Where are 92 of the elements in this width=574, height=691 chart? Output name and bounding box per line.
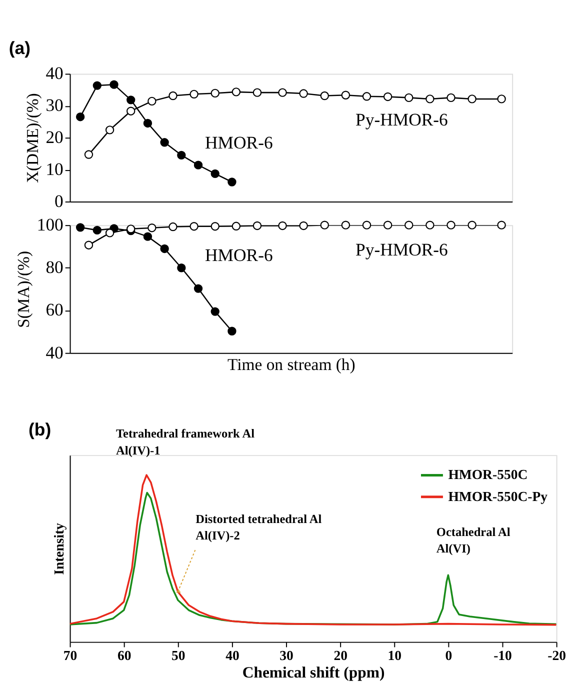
- point: [126, 106, 136, 116]
- point: [92, 226, 102, 235]
- x-tick-label: 10: [388, 648, 402, 664]
- y-tick-label: 0: [54, 190, 64, 211]
- point: [210, 88, 220, 98]
- text: (b): [28, 419, 52, 440]
- point: [168, 91, 178, 100]
- legend-label: HMOR-550C-Py: [448, 488, 548, 504]
- x-tick-label: 60: [117, 648, 132, 664]
- point: [362, 220, 372, 230]
- point: [84, 240, 94, 250]
- point: [160, 244, 169, 254]
- point: [148, 224, 156, 232]
- point: [278, 221, 287, 230]
- point: [84, 150, 94, 159]
- point: [468, 94, 476, 104]
- y-tick-label: 100: [36, 214, 64, 234]
- point: [228, 178, 236, 186]
- point: [299, 221, 308, 230]
- y-tick-label: 40: [46, 342, 64, 362]
- point: [278, 88, 287, 97]
- point: [76, 223, 85, 232]
- x-tick-label: 20: [334, 648, 348, 664]
- y-tick-label: 60: [46, 300, 64, 320]
- point: [497, 220, 506, 230]
- point: [210, 222, 220, 231]
- y-tick-label: 30: [46, 95, 64, 116]
- point: [320, 220, 329, 230]
- point: [232, 88, 241, 96]
- point: [105, 126, 114, 134]
- x-tick-label: 0: [445, 648, 452, 664]
- point: [76, 112, 85, 122]
- point: [105, 228, 114, 238]
- point: [177, 264, 186, 272]
- point: [92, 81, 102, 90]
- legend-label: HMOR-550C: [448, 467, 528, 482]
- point: [383, 92, 392, 102]
- x-tick-label: -20: [548, 648, 566, 664]
- point: [252, 221, 262, 230]
- point: [320, 91, 329, 100]
- point: [143, 118, 152, 128]
- y-tick-label: 10: [46, 158, 64, 179]
- point: [446, 93, 456, 102]
- point: [468, 220, 476, 230]
- x-tick-label: 40: [226, 648, 240, 664]
- point: [210, 307, 220, 316]
- annotation: Distorted tetrahedral Al Al(IV)-2: [196, 512, 322, 543]
- point: [160, 138, 169, 147]
- x-tick-label: 70: [63, 648, 78, 664]
- point: [190, 222, 198, 231]
- y-axis-title: Intensity: [51, 522, 66, 575]
- point: [143, 232, 152, 241]
- point: [383, 220, 392, 230]
- x-axis-title: Time on stream (h): [228, 355, 356, 374]
- point: [404, 93, 414, 102]
- point: [177, 150, 186, 160]
- point: [110, 80, 118, 89]
- point: [341, 90, 350, 100]
- series-label: Py-HMOR-6: [356, 240, 448, 260]
- x-axis-title: Chemical shift (ppm): [242, 664, 385, 682]
- y-axis-title: S(MA)/(%): [14, 250, 33, 328]
- point: [341, 220, 350, 230]
- point: [148, 96, 156, 106]
- point: [194, 160, 203, 170]
- point: [252, 88, 262, 97]
- point: [446, 220, 456, 230]
- text: (a): [8, 38, 31, 58]
- y-axis-title: X(DME)/(%): [22, 93, 42, 184]
- x-tick-label: -10: [494, 648, 512, 664]
- series-label: Py-HMOR-6: [356, 110, 448, 130]
- series-label: HMOR-6: [205, 132, 273, 152]
- annotation: Tetrahedral framework Al Al(IV)-1: [116, 426, 256, 458]
- point: [168, 222, 178, 232]
- point: [426, 220, 434, 230]
- annotation: Octahedral Al Al(VI): [436, 524, 511, 556]
- point: [210, 169, 220, 178]
- y-tick-label: 40: [46, 63, 64, 84]
- y-tick-label: 20: [46, 127, 64, 148]
- x-tick-label: 50: [172, 648, 186, 664]
- point: [190, 90, 198, 98]
- point: [228, 326, 236, 336]
- point: [404, 220, 414, 230]
- y-tick-label: 80: [46, 257, 64, 278]
- x-tick-label: 30: [280, 648, 294, 664]
- point: [299, 89, 308, 98]
- point: [194, 284, 203, 293]
- series-label: HMOR-6: [205, 245, 273, 266]
- point: [126, 96, 136, 104]
- point: [232, 222, 241, 230]
- point: [426, 94, 434, 104]
- point: [362, 92, 372, 101]
- point: [497, 94, 506, 104]
